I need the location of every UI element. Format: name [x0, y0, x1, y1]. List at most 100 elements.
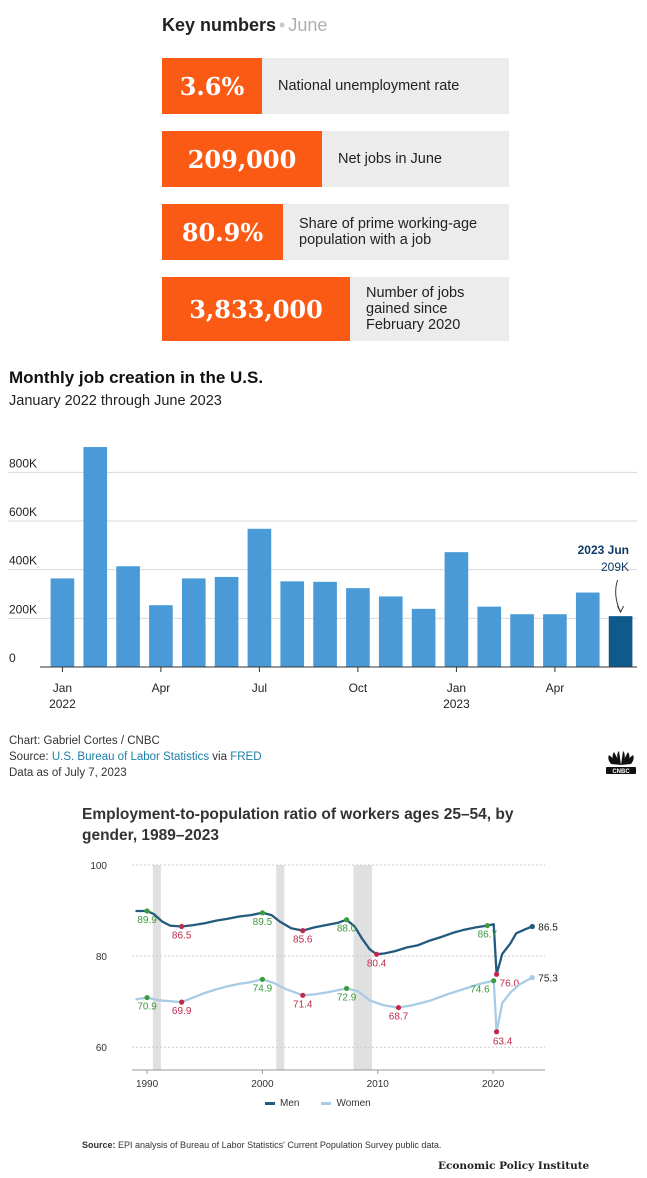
x-tick-year-label: 2022: [49, 697, 76, 711]
trough-marker: [179, 999, 185, 1005]
source-prefix: Source:: [9, 751, 49, 763]
y-tick-label: 80: [96, 952, 108, 963]
annotation-arrowhead: [617, 605, 625, 614]
peak-marker: [259, 976, 266, 982]
bar: [575, 592, 600, 667]
x-tick-label: Jul: [252, 681, 267, 695]
source-via: via: [212, 751, 227, 763]
chart2-source: Source: EPI analysis of Bureau of Labor …: [82, 1140, 441, 1150]
source2-text: EPI analysis of Bureau of Labor Statisti…: [118, 1140, 442, 1150]
end-marker-women: [529, 974, 535, 981]
series-line-men: [135, 909, 533, 976]
key-numbers-month: June: [288, 15, 328, 35]
chart2-title: Employment-to-population ratio of worker…: [82, 806, 514, 844]
peak-marker: [144, 908, 150, 914]
chart1-date-note: Data as of July 7, 2023: [9, 767, 127, 779]
bar: [444, 552, 469, 667]
peak-label: 74.9: [253, 983, 273, 994]
bar: [214, 576, 239, 667]
stat-label: National unemployment rate: [278, 77, 460, 94]
epi-wordmark: Economic Policy Institute: [438, 1160, 590, 1172]
stat-label: Net jobs in June: [338, 150, 442, 167]
source-link-fred[interactable]: FRED: [230, 751, 262, 763]
legend-item-men: Men: [265, 1098, 299, 1109]
y-tick-label: 200K: [9, 602, 37, 616]
stat-value: 80.9%: [162, 204, 283, 260]
peak-label: 89.9: [137, 915, 157, 926]
legend-label-men: Men: [280, 1098, 300, 1109]
end-marker-men: [529, 923, 535, 930]
y-tick-label: 0: [9, 651, 16, 665]
trough-marker: [374, 951, 380, 957]
legend-swatch-men: [265, 1102, 275, 1105]
trough-marker: [300, 928, 306, 934]
x-tick-label: Apr: [152, 681, 171, 695]
x-tick-label: 2020: [482, 1079, 505, 1090]
stat-unemployment: 3.6% National unemployment rate: [162, 58, 509, 114]
y-tick-label: 400K: [9, 554, 37, 568]
x-tick-label: 2000: [251, 1079, 274, 1090]
stat-value: 3.6%: [162, 58, 262, 114]
series-line-women: [135, 976, 533, 1033]
bar: [411, 608, 436, 667]
stat-label: Share of prime working-age population wi…: [299, 215, 478, 248]
chart1-title: Monthly job creation in the U.S.: [9, 368, 264, 387]
stat-jobs-gained: 3,833,000 Number of jobs gained since Fe…: [162, 277, 509, 341]
cnbc-peacock-logo: CNBC: [606, 751, 636, 775]
bar: [247, 528, 272, 667]
source-link-bls[interactable]: U.S. Bureau of Labor Statistics: [51, 751, 210, 763]
trough-label: 76.0: [500, 978, 520, 989]
bar: [543, 614, 567, 667]
legend-swatch-women: [321, 1102, 332, 1105]
stat-value: 3,833,000: [162, 277, 350, 341]
bar: [280, 581, 305, 667]
legend-label-women: Women: [336, 1098, 371, 1109]
peak-marker: [491, 978, 497, 984]
peak-label: 89.5: [253, 917, 273, 928]
y-tick-label: 800K: [9, 456, 37, 470]
x-tick-label: Jan: [447, 681, 466, 695]
x-tick-label: Oct: [349, 681, 368, 695]
bar: [313, 581, 337, 667]
y-tick-label: 60: [96, 1043, 108, 1054]
y-tick-label: 600K: [9, 505, 37, 519]
bar: [378, 596, 403, 667]
legend-item-women: Women: [321, 1098, 371, 1109]
trough-marker: [179, 923, 185, 930]
svg-text:CNBC: CNBC: [612, 769, 630, 775]
trough-label: 85.6: [293, 935, 313, 946]
trough-marker: [300, 992, 306, 998]
trough-marker: [493, 1029, 500, 1035]
key-numbers-heading: Key numbers: [162, 15, 277, 35]
peak-marker: [144, 994, 150, 1001]
bar: [83, 447, 108, 667]
bar: [181, 578, 206, 667]
bar: [149, 605, 173, 667]
x-tick-year-label: 2023: [443, 697, 470, 711]
peak-label: 88.0: [337, 924, 357, 935]
x-tick-label: Jan: [53, 681, 72, 695]
chart1-subtitle: January 2022 through June 2023: [9, 393, 222, 409]
annotation-title: 2023 Jun: [578, 543, 629, 557]
chart1-source: Source: U.S. Bureau of Labor Statistics …: [9, 749, 262, 765]
trough-marker: [493, 971, 500, 977]
x-tick-label: 2010: [367, 1079, 390, 1090]
trough-label: 63.4: [493, 1037, 513, 1048]
peak-marker: [259, 910, 266, 916]
peak-label: 86.7: [478, 930, 498, 941]
trough-label: 69.9: [172, 1006, 192, 1017]
stat-net-jobs: 209,000 Net jobs in June: [162, 131, 509, 187]
peak-marker: [344, 985, 350, 992]
bar: [346, 588, 370, 667]
stat-value: 209,000: [162, 131, 322, 187]
trough-label: 71.4: [293, 999, 313, 1010]
recession-band: [276, 865, 285, 1070]
annotation-value: 209K: [601, 560, 629, 574]
x-tick-label: 1990: [136, 1079, 159, 1090]
source2-label: Source:: [82, 1140, 116, 1150]
key-numbers-title: Key numbers • June: [162, 15, 327, 36]
job-creation-bar-chart: 0 200K 400K 600K 800K Jan 2022 Apr Jul Oct Jan 2023…: [8, 447, 637, 711]
bar: [116, 566, 140, 667]
trough-label: 86.5: [172, 931, 192, 942]
peak-marker: [344, 917, 350, 923]
